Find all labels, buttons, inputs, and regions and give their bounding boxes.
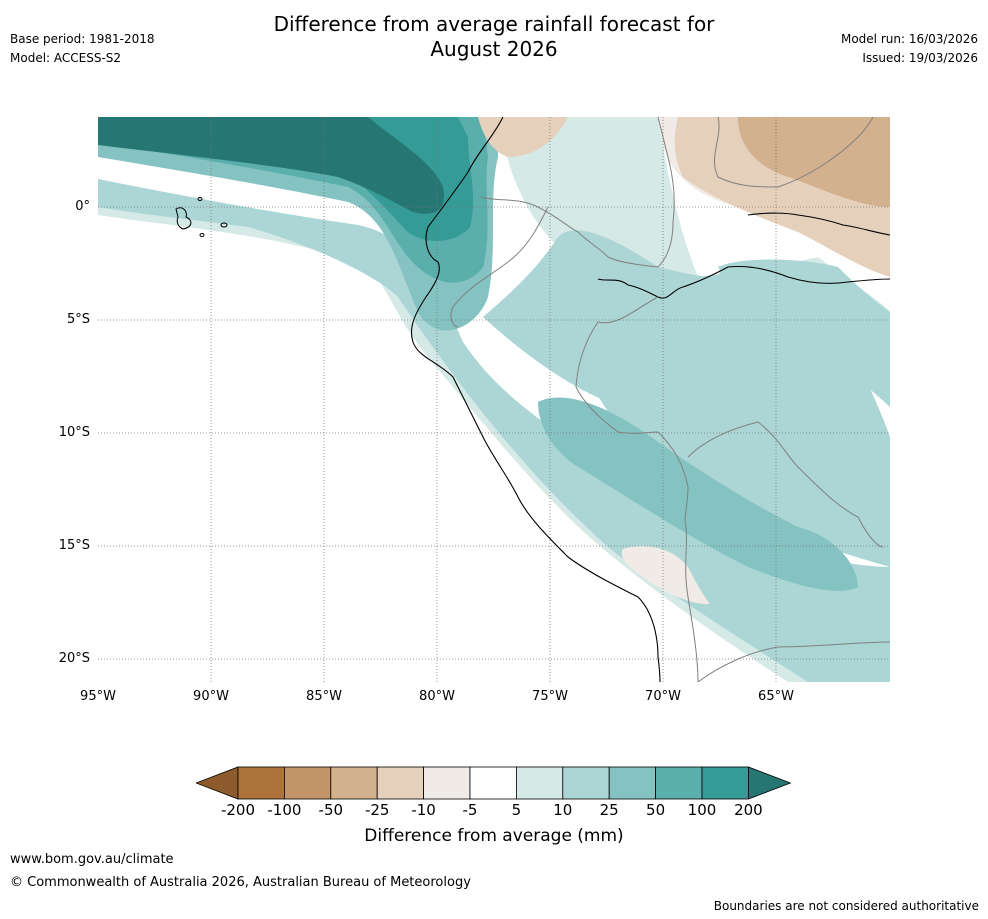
galapagos-islands xyxy=(175,197,228,237)
contour-dry-north xyxy=(478,117,568,157)
map-title: Difference from average rainfall forecas… xyxy=(0,12,988,62)
colorbar-segment xyxy=(469,766,517,800)
colorbar-title: Difference from average (mm) xyxy=(364,826,624,846)
colorbar-segment xyxy=(562,766,610,800)
lon-label-80w: 80°W xyxy=(419,689,455,704)
colorbar-tick-label: 50 xyxy=(646,801,666,819)
lat-label-15s: 15°S xyxy=(58,538,90,553)
colorbar-segment xyxy=(608,766,657,800)
model-label: Model: ACCESS-S2 xyxy=(10,51,122,65)
colorbar-tick-label: 25 xyxy=(599,801,619,819)
island-small-1 xyxy=(197,197,203,201)
colorbar-segment xyxy=(330,766,378,800)
base-period-label: Base period: 1981-2018 xyxy=(10,32,155,46)
lat-label-10s: 10°S xyxy=(58,425,90,440)
contour-25-50-interior xyxy=(538,397,858,591)
colorbar-segment xyxy=(701,766,749,800)
title-line-1: Difference from average rainfall forecas… xyxy=(273,12,715,36)
country-borders xyxy=(450,117,890,682)
model-run-label: Model run: 16/03/2026 xyxy=(840,32,978,46)
coastline-north-atlantic xyxy=(597,265,890,299)
colorbar-tick-label: -50 xyxy=(318,801,344,819)
colorbar-tick-label: -200 xyxy=(220,801,256,819)
contour-dry-south xyxy=(621,546,710,605)
graticule xyxy=(98,117,890,682)
copyright-notice: © Commonwealth of Australia 2026, Austra… xyxy=(10,875,471,890)
colorbar-tick-label: -100 xyxy=(267,801,302,819)
rainfall-anomaly-map xyxy=(98,117,890,682)
colorbar-extend-low xyxy=(196,766,239,800)
lat-label-0: 0° xyxy=(75,199,90,214)
colorbar-extend-high xyxy=(748,766,792,800)
lon-label-65w: 65°W xyxy=(758,689,794,704)
contour-over-200-nw xyxy=(98,117,444,214)
contour-10-25-patch xyxy=(858,327,890,357)
colorbar-segment xyxy=(376,766,424,800)
lon-label-95w: 95°W xyxy=(80,689,116,704)
contour-dry-ne-dark xyxy=(738,117,890,207)
colorbar-tick-label: 100 xyxy=(687,801,717,819)
website-link[interactable]: www.bom.gov.au/climate xyxy=(10,852,174,867)
lon-label-75w: 75°W xyxy=(532,689,568,704)
contour-10-25-interior xyxy=(558,267,890,567)
lon-label-70w: 70°W xyxy=(645,689,681,704)
contour-10-25-main xyxy=(98,179,890,682)
lat-label-5s: 5°S xyxy=(66,312,90,327)
lat-label-20s: 20°S xyxy=(58,651,90,666)
colorbar xyxy=(196,766,792,800)
coastline-north-caribbean xyxy=(747,212,890,236)
boundaries-disclaimer: Boundaries are not considered authoritat… xyxy=(713,899,979,913)
colorbar-segment xyxy=(284,766,332,800)
lon-label-90w: 90°W xyxy=(193,689,229,704)
colorbar-tick-label: 5 xyxy=(511,801,522,819)
lon-label-85w: 85°W xyxy=(306,689,342,704)
colorbar-segment xyxy=(515,766,564,800)
island-small-3 xyxy=(199,233,205,237)
island-small-2 xyxy=(220,222,228,228)
colorbar-tick-label: 200 xyxy=(734,801,763,819)
title-line-2: August 2026 xyxy=(430,37,558,61)
colorbar-segment xyxy=(237,766,285,800)
coastline-west xyxy=(410,117,661,682)
issued-label: Issued: 19/03/2026 xyxy=(862,51,978,65)
colorbar-tick-label: -5 xyxy=(462,801,478,819)
colorbar-tick-label: -10 xyxy=(411,801,436,819)
colorbar-segment xyxy=(655,766,703,800)
colorbar-tick-label: -25 xyxy=(364,801,390,819)
colorbar-segment xyxy=(423,766,471,800)
colorbar-tick-label: 10 xyxy=(553,801,573,819)
island-isabela xyxy=(175,207,192,230)
